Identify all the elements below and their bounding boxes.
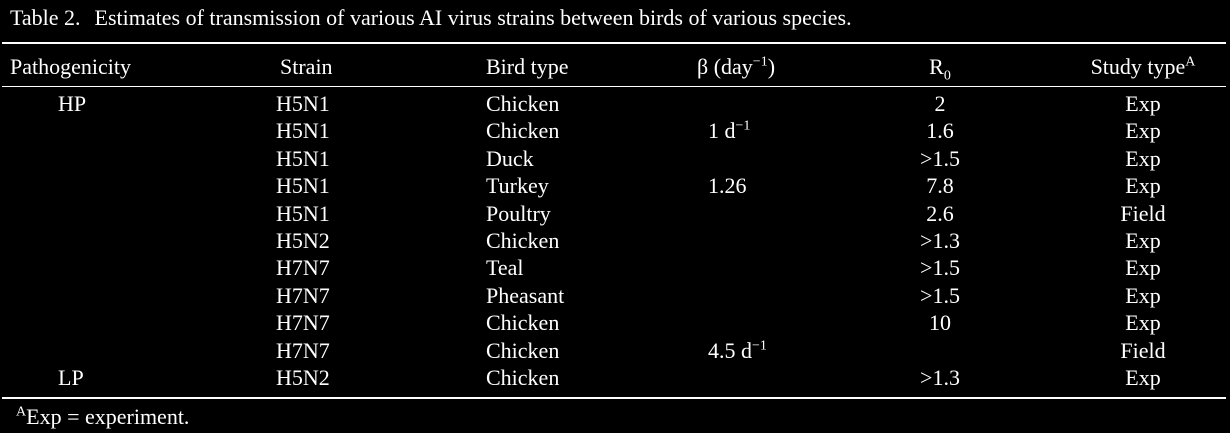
cell-bird-type: Pheasant [486, 282, 565, 308]
cell-r0: >1.3 [920, 364, 960, 390]
table-row: H7N7 Pheasant >1.5 Exp [0, 282, 1230, 309]
cell-r0: >1.5 [920, 255, 960, 281]
header-r0-text: R [929, 54, 944, 79]
cell-r0: 7.8 [926, 173, 954, 199]
caption-text: Estimates of transmission of various AI … [94, 5, 852, 30]
footnote-sup: A [16, 404, 27, 420]
cell-strain: H5N1 [276, 118, 330, 144]
table-row: H5N2 Chicken >1.3 Exp [0, 227, 1230, 254]
table-row: H7N7 Chicken 4.5 d−1 Field [0, 337, 1230, 364]
cell-r0: 10 [929, 310, 951, 336]
cell-study-type: Exp [1125, 282, 1161, 308]
header-beta-close: ) [767, 54, 776, 79]
table-label: Table 2. [10, 5, 81, 30]
table-row: H7N7 Chicken 10 Exp [0, 309, 1230, 336]
header-study-type-text: Study type [1090, 54, 1186, 79]
cell-r0: 2 [934, 91, 946, 116]
cell-strain: H5N1 [276, 200, 330, 226]
header-pathogenicity: Pathogenicity [10, 54, 131, 79]
cell-bird-type: Turkey [486, 173, 549, 199]
table-row: H5N1 Poultry 2.6 Field [0, 200, 1230, 227]
cell-beta-value: 1.26 [708, 173, 747, 199]
cell-strain: H7N7 [276, 337, 330, 363]
cell-bird-type: Duck [486, 145, 534, 171]
cell-r0: >1.5 [920, 282, 960, 308]
cell-study-type: Field [1120, 337, 1166, 363]
cell-beta: 4.5 d−1 [708, 337, 767, 364]
cell-beta-value: 1 d [708, 118, 736, 144]
cell-study-type: Exp [1125, 255, 1161, 281]
cell-r0: 1.6 [926, 118, 954, 144]
cell-study-type: Exp [1125, 118, 1161, 144]
cell-beta-value: 4.5 d [708, 337, 752, 363]
cell-r0: >1.5 [920, 145, 960, 171]
cell-bird-type: Chicken [486, 364, 560, 390]
table-body: HP H5N1 Chicken 2 Exp H5N1 Chicken 1 d−1 1.6 Exp H… [0, 90, 1230, 391]
table-row: HP H5N1 Chicken 2 Exp [0, 90, 1230, 117]
cell-study-type: Field [1120, 200, 1166, 226]
cell-strain: H5N1 [276, 91, 330, 116]
cell-beta-sup: −1 [735, 119, 751, 135]
header-beta: β (day−1) [697, 52, 775, 82]
cell-study-type: Exp [1125, 91, 1161, 116]
header-bird-type: Bird type [486, 54, 569, 79]
table-row: H5N1 Duck >1.5 Exp [0, 145, 1230, 172]
header-strain: Strain [280, 54, 333, 79]
cell-r0: >1.3 [920, 227, 960, 253]
cell-study-type: Exp [1125, 173, 1161, 199]
cell-r0: 2.6 [926, 200, 954, 226]
header-beta-sup: −1 [752, 54, 768, 70]
cell-bird-type: Chicken [486, 337, 560, 363]
cell-strain: H5N2 [276, 364, 330, 390]
cell-bird-type: Chicken [486, 91, 560, 116]
table-footnote: AExp = experiment. [16, 402, 189, 432]
cell-bird-type: Chicken [486, 118, 560, 144]
table-row: LP H5N2 Chicken >1.3 Exp [0, 364, 1230, 391]
table-row: H5N1 Chicken 1 d−1 1.6 Exp [0, 117, 1230, 144]
bottom-rule [2, 397, 1226, 399]
cell-beta: 1.26 [708, 172, 747, 199]
header-beta-text: β (day [697, 54, 753, 79]
cell-pathogenicity: LP [58, 364, 84, 390]
cell-strain: H5N2 [276, 227, 330, 253]
footnote-text: Exp = experiment. [26, 404, 190, 429]
table-row: H5N1 Turkey 1.26 7.8 Exp [0, 172, 1230, 199]
top-rule [2, 42, 1226, 44]
cell-study-type: Exp [1125, 227, 1161, 253]
cell-bird-type: Teal [486, 255, 524, 281]
cell-pathogenicity: HP [58, 91, 87, 116]
cell-strain: H5N1 [276, 173, 330, 199]
table-row: H7N7 Teal >1.5 Exp [0, 254, 1230, 281]
cell-bird-type: Chicken [486, 227, 560, 253]
table-header: Pathogenicity Strain Bird type β (day−1)… [0, 52, 1230, 84]
cell-beta: 1 d−1 [708, 117, 750, 144]
cell-strain: H7N7 [276, 255, 330, 281]
cell-strain: H7N7 [276, 310, 330, 336]
cell-bird-type: Chicken [486, 310, 560, 336]
table-caption: Table 2. Estimates of transmission of var… [10, 4, 852, 32]
cell-study-type: Exp [1125, 145, 1161, 171]
cell-study-type: Exp [1125, 364, 1161, 390]
cell-bird-type: Poultry [486, 200, 551, 226]
header-study-type-sup: A [1185, 54, 1196, 70]
cell-strain: H5N1 [276, 145, 330, 171]
header-study-type: Study typeA [1046, 52, 1230, 82]
cell-beta-sup: −1 [752, 338, 767, 354]
header-r0-sub: 0 [943, 68, 951, 84]
header-r0: R0 [840, 52, 1040, 84]
cell-strain: H7N7 [276, 282, 330, 308]
header-rule [2, 86, 1226, 87]
cell-study-type: Exp [1125, 310, 1161, 336]
